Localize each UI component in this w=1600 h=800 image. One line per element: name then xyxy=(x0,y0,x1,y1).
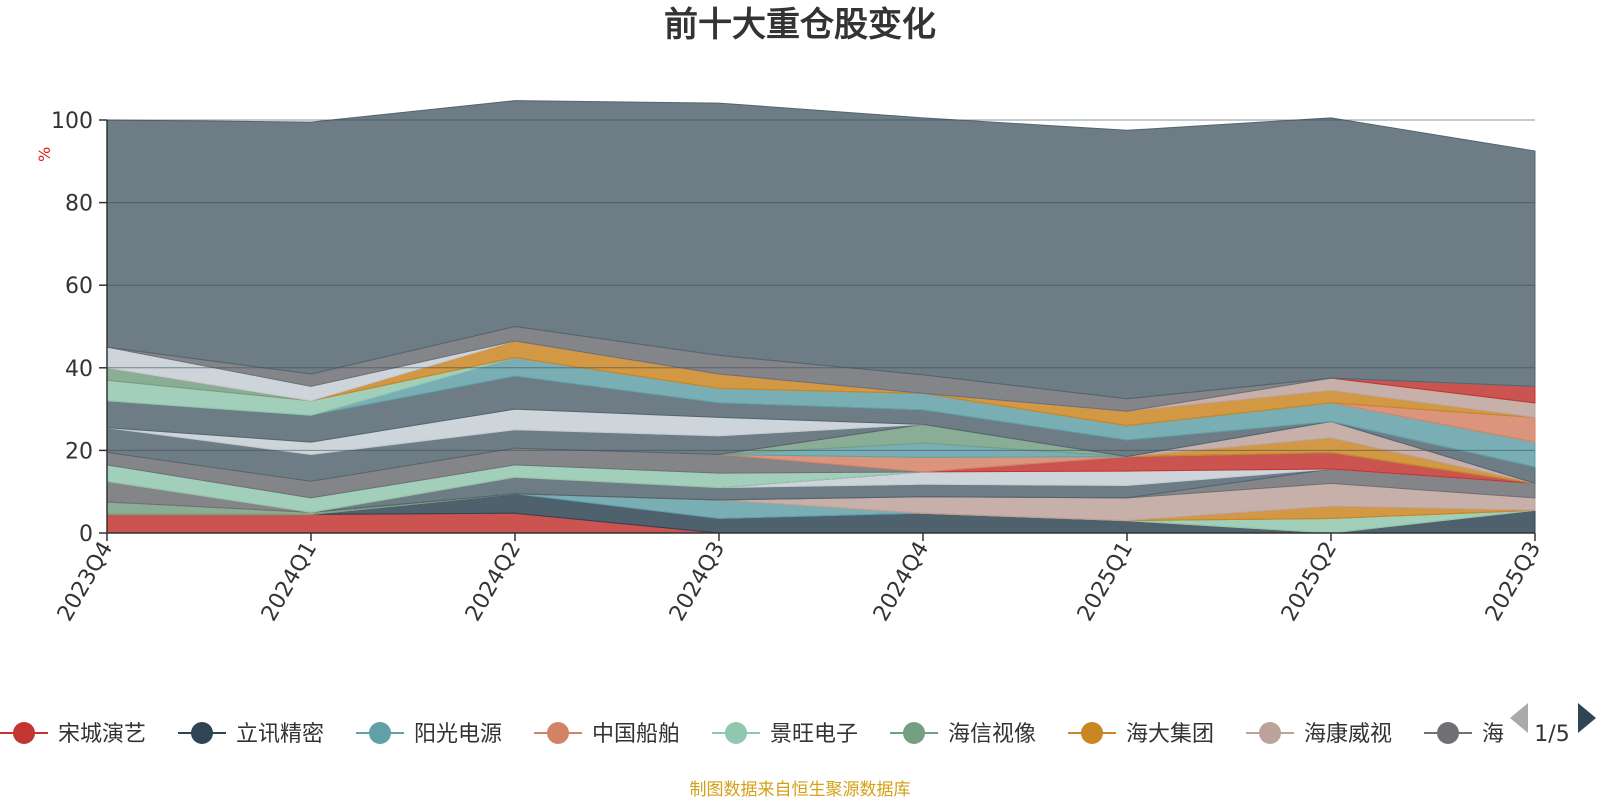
legend-item[interactable]: 景旺电子 xyxy=(712,722,858,747)
legend: 宋城演艺 立讯精密 阳光电源 中国船舶 景旺电子 海信视像 海大集团 海康威视 海 xyxy=(0,722,1504,747)
legend-marker-icon xyxy=(903,722,925,744)
legend-marker-icon xyxy=(13,722,35,744)
y-tick-label: 0 xyxy=(79,522,93,547)
legend-item[interactable]: 阳光电源 xyxy=(356,722,502,747)
legend-label: 海信视像 xyxy=(948,722,1036,747)
legend-label: 海康威视 xyxy=(1304,722,1392,747)
x-tick-label: 2024Q2 xyxy=(461,538,526,626)
triangle-left-icon[interactable] xyxy=(1510,703,1528,733)
legend-label: 宋城演艺 xyxy=(58,722,146,747)
legend-label: 景旺电子 xyxy=(770,722,858,747)
legend-label: 中国船舶 xyxy=(592,722,680,747)
legend-marker-icon xyxy=(1437,722,1459,744)
y-tick-label: 60 xyxy=(65,274,93,299)
legend-label: 海 xyxy=(1482,722,1504,747)
legend-label: 立讯精密 xyxy=(236,722,324,747)
y-tick-label: 100 xyxy=(51,109,93,134)
y-tick-label: 80 xyxy=(65,192,93,217)
y-tick-label: 20 xyxy=(65,439,93,464)
legend-item[interactable]: 海康威视 xyxy=(1246,722,1392,747)
x-tick-label: 2025Q1 xyxy=(1073,538,1138,626)
legend-item[interactable]: 宋城演艺 xyxy=(0,722,146,747)
legend-item[interactable]: 中国船舶 xyxy=(534,722,680,747)
y-tick-label: 40 xyxy=(65,357,93,382)
x-tick-label: 2024Q3 xyxy=(665,538,730,626)
chart-title: 前十大重仓股变化 xyxy=(664,5,936,45)
legend-marker-icon xyxy=(547,722,569,744)
source-note: 制图数据来自恒生聚源数据库 xyxy=(690,780,911,800)
x-tick-label: 2024Q1 xyxy=(257,538,322,626)
legend-item[interactable]: 海大集团 xyxy=(1068,722,1214,747)
legend-marker-icon xyxy=(191,722,213,744)
x-tick-label: 2024Q4 xyxy=(869,538,934,626)
legend-marker-icon xyxy=(1259,722,1281,744)
area-series-31[interactable] xyxy=(106,100,1536,400)
grid-lines xyxy=(107,119,1535,451)
legend-marker-icon xyxy=(369,722,391,744)
legend-item[interactable]: 海信视像 xyxy=(890,722,1036,747)
legend-marker-icon xyxy=(725,722,747,744)
legend-page-indicator: 1/5 xyxy=(1534,722,1569,747)
legend-item[interactable]: 立讯精密 xyxy=(178,722,324,747)
legend-marker-icon xyxy=(1081,722,1103,744)
legend-item[interactable]: 海 xyxy=(1424,722,1504,747)
x-tick-label: 2023Q4 xyxy=(53,538,118,626)
legend-label: 阳光电源 xyxy=(414,722,502,747)
x-tick-label: 2025Q3 xyxy=(1481,538,1546,626)
legend-label: 海大集团 xyxy=(1126,722,1214,747)
plot-area xyxy=(106,100,1536,534)
x-tick-label: 2025Q2 xyxy=(1277,538,1342,626)
y-axis-unit: % xyxy=(35,147,54,162)
triangle-right-icon[interactable] xyxy=(1578,703,1596,733)
legend-pager: 1/5 xyxy=(1510,703,1596,747)
